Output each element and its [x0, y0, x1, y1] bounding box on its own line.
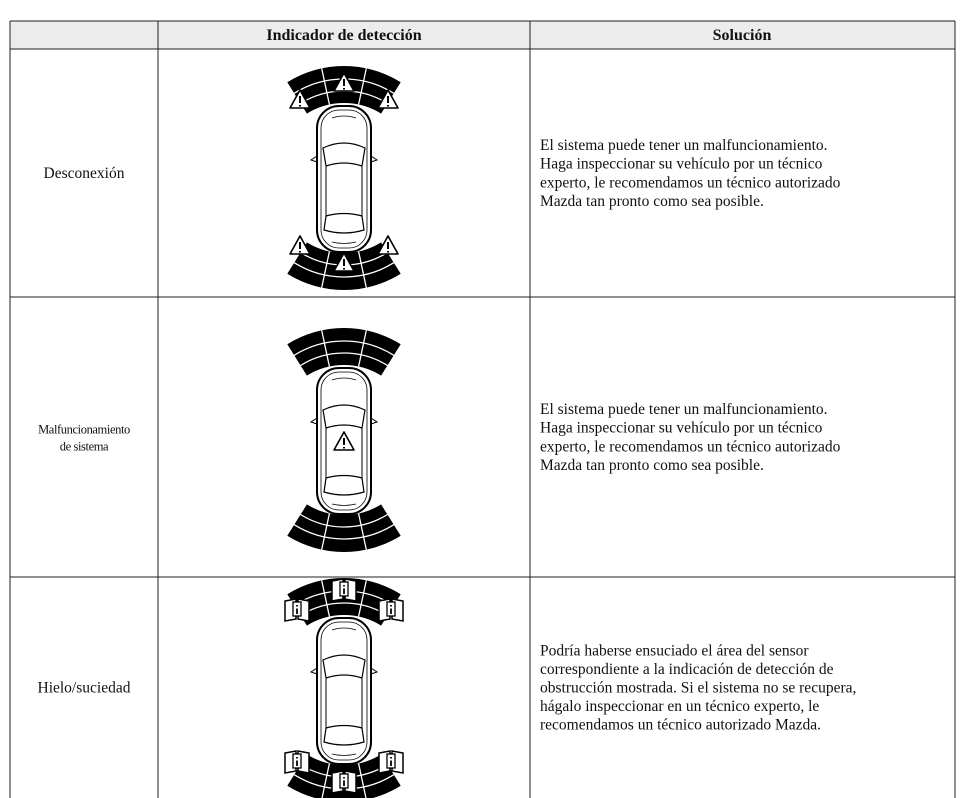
header-background — [10, 21, 955, 49]
row-label: Malfuncionamiento — [38, 423, 130, 437]
indicator-system-malfunction — [287, 328, 400, 552]
header-solution: Solución — [713, 27, 772, 44]
header-indicator: Indicador de detección — [266, 27, 421, 44]
row-label: Hielo/suciedad — [38, 680, 131, 697]
solution-line: hágalo inspeccionar en un técnico expert… — [540, 698, 819, 715]
solution-line: El sistema puede tener un malfuncionamie… — [540, 401, 828, 418]
solution-line: experto, le recomendamos un técnico auto… — [540, 174, 841, 191]
row-label: de sistema — [60, 440, 109, 454]
solution-line: recomendamos un técnico autorizado Mazda… — [540, 717, 821, 734]
solution-line: experto, le recomendamos un técnico auto… — [540, 438, 841, 455]
solution-line: correspondiente a la indicación de detec… — [540, 661, 834, 678]
solution-line: Haga inspeccionar su vehículo por un téc… — [540, 156, 823, 173]
grid-rules — [9, 20, 956, 798]
row-label: Desconexión — [44, 165, 125, 182]
indicator-ice-dirt — [284, 578, 404, 798]
solution-line: Haga inspeccionar su vehículo por un téc… — [540, 420, 823, 437]
solution-line: Mazda tan pronto como sea posible. — [540, 457, 764, 474]
indicator-disconnection — [287, 66, 400, 290]
solution-line: El sistema puede tener un malfuncionamie… — [540, 137, 828, 154]
solution-line: Podría haberse ensuciado el área del sen… — [540, 642, 809, 659]
solution-line: obstrucción mostrada. Si el sistema no s… — [540, 680, 856, 697]
solution-line: Mazda tan pronto como sea posible. — [540, 193, 764, 210]
